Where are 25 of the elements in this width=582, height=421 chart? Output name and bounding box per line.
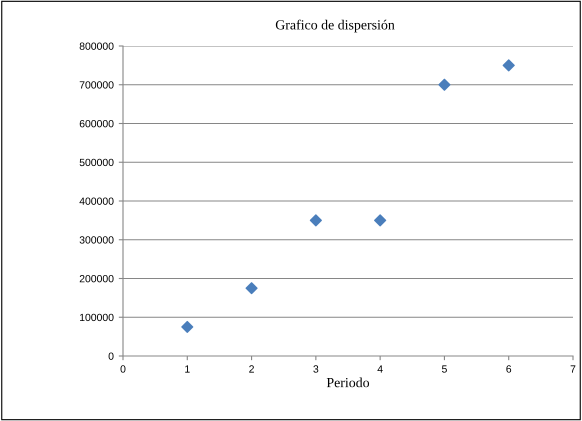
chart-title: Grafico de dispersión — [276, 20, 395, 32]
point — [310, 214, 322, 226]
x-tick-label: 1 — [185, 365, 190, 373]
y-tick-label: 300000 — [80, 236, 114, 244]
point — [181, 320, 194, 334]
x-tick-label: 7 — [570, 365, 576, 373]
x-tick-label: 2 — [249, 365, 254, 373]
x-tick-label: 0 — [120, 365, 126, 373]
y-tick-label: 100000 — [80, 314, 114, 322]
point — [245, 282, 258, 294]
point — [438, 78, 451, 91]
x-tick-label: 6 — [506, 365, 512, 373]
point — [502, 59, 515, 72]
y-tick-label: 700000 — [80, 81, 114, 89]
point — [374, 214, 386, 226]
y-tick-label: 0 — [108, 352, 114, 360]
x-axis-title: Periodo — [326, 378, 370, 388]
y-tick-label: 200000 — [80, 275, 114, 282]
x-tick-label: 3 — [313, 365, 318, 373]
y-tick-label: 500000 — [80, 158, 114, 166]
y-tick-label: 800000 — [80, 42, 114, 50]
x-tick-label: 5 — [442, 365, 447, 373]
y-tick-label: 600000 — [80, 120, 114, 128]
x-tick-label: 4 — [377, 365, 383, 373]
y-tick-label: 400000 — [79, 198, 114, 205]
